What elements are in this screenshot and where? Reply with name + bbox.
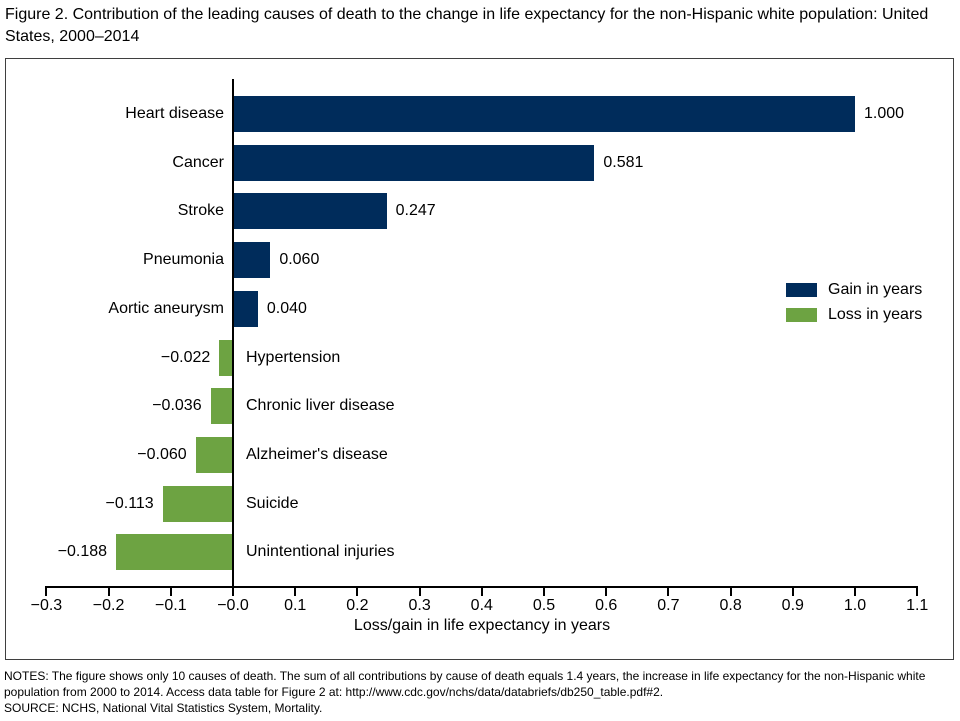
loss-swatch-icon [786,307,817,322]
axis-tick-label: 0.2 [346,597,369,614]
chart-panel: Heart disease 1.000 Cancer 0.581 Stroke 0.247… [5,58,954,660]
axis-tick [45,586,48,596]
axis-tick-label: 0.9 [781,597,804,614]
bar-suicide [162,485,233,522]
x-axis-title: Loss/gain in life expectancy in years [353,617,611,634]
category-label: Chronic liver disease [246,397,395,415]
axis-tick [854,586,856,596]
axis-tick [356,586,359,596]
category-label: Hypertension [246,348,341,366]
legend-label-loss: Loss in years [828,305,923,323]
value-label: 0.581 [603,153,644,171]
axis-tick-label: 0.7 [657,597,680,614]
axis-tick-label: −0.0 [217,597,249,614]
value-label: 1.000 [864,105,905,122]
value-label: 0.247 [395,202,436,220]
bar-alzheimer-s-disease [195,436,233,473]
axis-tick-label: 1.0 [843,597,867,614]
value-label: 0.040 [266,299,307,317]
value-label: −0.036 [152,397,202,415]
value-label: −0.022 [160,348,211,366]
category-label: Alzheimer's disease [246,445,388,463]
value-label: −0.060 [137,445,187,463]
category-label: Heart disease [125,105,224,122]
bar-cancer [233,144,595,181]
axis-tick-label: 0.1 [284,597,307,614]
category-label: Stroke [177,202,224,220]
category-label: Aortic aneurysm [108,299,224,317]
axis-tick [232,586,234,596]
axis-tick [107,586,110,596]
value-label: −0.188 [57,543,108,561]
axis-tick [169,586,172,596]
source-text: SOURCE: NCHS, National Vital Statistics … [4,701,323,715]
category-label: Pneumonia [143,251,224,269]
gain-swatch-icon [786,282,817,297]
axis-tick-label: −0.1 [155,597,187,614]
figure-title: Figure 2. Contribution of the leading ca… [5,6,929,45]
bar-chronic-liver-disease [210,388,233,425]
value-label: −0.113 [105,494,154,512]
notes-text: NOTES: The figure shows only 10 causes o… [4,669,926,699]
axis-tick-label: 0.8 [719,597,742,614]
bar-unintentional-injuries [116,534,233,571]
legend-row-gain: Gain in years [786,277,922,302]
axis-tick-label: 0.6 [595,597,618,614]
axis-tick [667,586,670,596]
axis-tick [418,586,421,596]
legend: Gain in years Loss in years [786,277,922,327]
plot-area: Heart disease 1.000 Cancer 0.581 Stroke 0.247… [6,59,953,659]
category-label: Cancer [172,153,224,171]
axis-tick-label: 1.1 [906,597,929,614]
bar-hypertension [219,339,233,376]
axis-tick [791,586,794,596]
zero-baseline [232,79,234,596]
axis-tick-label: −0.2 [92,597,125,614]
axis-tick-label: 0.5 [532,597,556,614]
axis-tick-label: 0.4 [470,597,493,614]
legend-label-gain: Gain in years [828,280,923,298]
axis-tick [480,586,483,596]
bar-stroke [233,193,387,230]
axis-tick [605,586,608,596]
axis-tick-label: 0.3 [408,597,431,614]
axis-tick [916,586,919,596]
value-label: 0.060 [279,251,320,269]
bar-aortic-aneurysm [233,290,258,327]
axis-tick [294,586,297,596]
category-label: Unintentional injuries [246,543,395,561]
axis-tick-label: −0.3 [30,597,63,614]
axis-tick [543,586,545,596]
axis-tick [729,586,732,596]
bar-heart-disease [233,96,855,132]
legend-row-loss: Loss in years [786,302,922,327]
figure-notes: NOTES: The figure shows only 10 causes o… [4,668,957,716]
category-label: Suicide [246,494,299,512]
bar-pneumonia [233,242,271,279]
